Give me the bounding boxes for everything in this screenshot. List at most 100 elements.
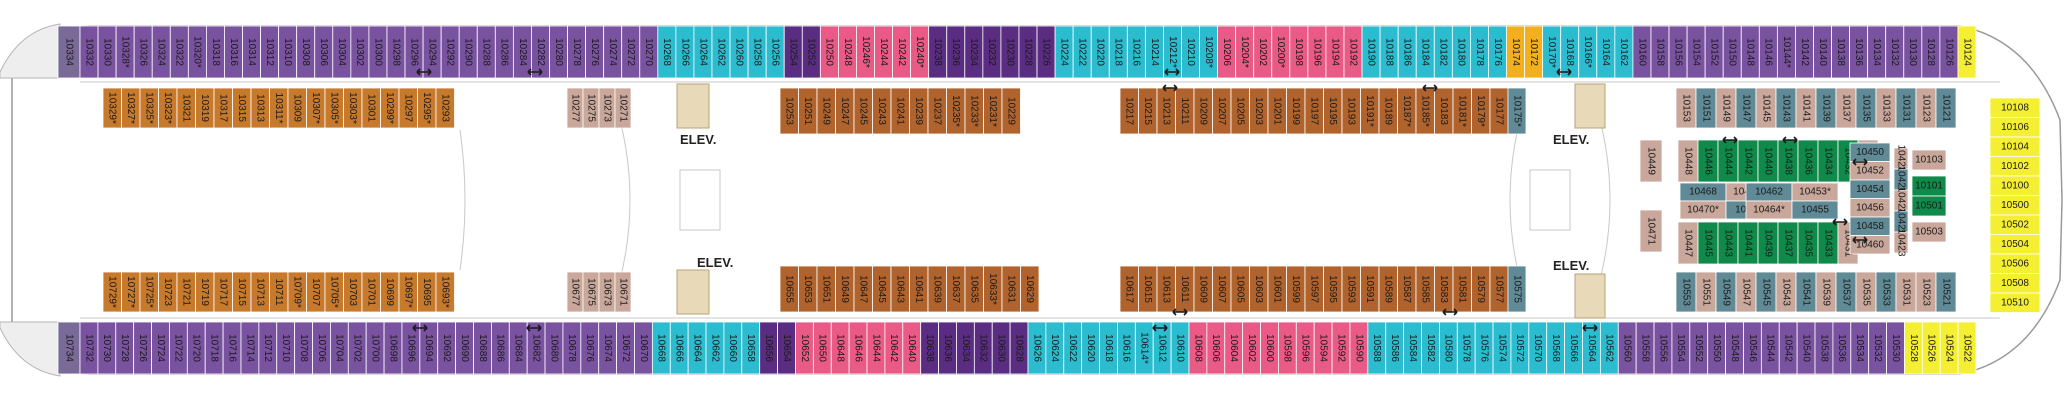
boardwalk-cabin-10697[interactable]: 10697* (398, 271, 418, 313)
cabin-10570[interactable]: 10570 (1528, 321, 1548, 375)
park-cabin-10603[interactable]: 10603 (1249, 265, 1269, 313)
cabin-10560[interactable]: 10560 (1617, 321, 1637, 375)
cabin-10501[interactable]: 10501 (1911, 195, 1947, 217)
cabin-10652[interactable]: 10652 (795, 321, 814, 375)
park-cabin-10195[interactable]: 10195 (1323, 87, 1343, 135)
cabin-10312[interactable]: 10312 (260, 25, 280, 79)
cabin-10602[interactable]: 10602 (1242, 321, 1261, 375)
cabin-10434[interactable]: 10434 (1817, 139, 1839, 183)
boardwalk-cabin-10303[interactable]: 10303* (343, 87, 363, 129)
cabin-10194[interactable]: 10194 (1325, 25, 1345, 79)
cabin-10470[interactable]: 10470* (1679, 200, 1727, 220)
cabin-10553[interactable]: 10553 (1675, 271, 1697, 313)
cabin-10531[interactable]: 10531 (1895, 271, 1917, 313)
cabin-10730[interactable]: 10730 (97, 321, 117, 375)
park-cabin-10645[interactable]: 10645 (872, 265, 892, 313)
cabin-10545[interactable]: 10545 (1755, 271, 1777, 313)
cabin-10126[interactable]: 10126 (1939, 25, 1959, 79)
cabin-10674[interactable]: 10674 (598, 321, 618, 375)
cabin-10634[interactable]: 10634 (956, 321, 975, 375)
park-cabin-10177[interactable]: 10177 (1489, 87, 1509, 135)
cabin-10139[interactable]: 10139 (1815, 87, 1837, 129)
cabin-10578[interactable]: 10578 (1456, 321, 1476, 375)
cabin-10250[interactable]: 10250 (819, 25, 839, 79)
cabin-10220[interactable]: 10220 (1090, 25, 1110, 79)
cabin-10224[interactable]: 10224 (1054, 25, 1074, 79)
park-cabin-10241[interactable]: 10241 (890, 87, 910, 135)
park-cabin-10581[interactable]: 10581 (1452, 265, 1472, 313)
boardwalk-cabin-10715[interactable]: 10715 (232, 271, 252, 313)
cabin-10184[interactable]: 10184 (1415, 25, 1435, 79)
cabin-10141[interactable]: 10141 (1795, 87, 1817, 129)
cabin-10318[interactable]: 10318 (205, 25, 225, 79)
park-cabin-10613[interactable]: 10613 (1156, 265, 1176, 313)
cabin-10123[interactable]: 10123 (1915, 87, 1937, 129)
cabin-10186[interactable]: 10186 (1397, 25, 1417, 79)
cabin-10530[interactable]: 10530 (1886, 321, 1905, 375)
cabin-10636[interactable]: 10636 (938, 321, 957, 375)
inside-cabin-10273[interactable]: 10273 (598, 87, 616, 129)
park-cabin-10591[interactable]: 10591 (1360, 265, 1380, 313)
cabin-10537[interactable]: 10537 (1835, 271, 1857, 313)
cabin-10236[interactable]: 10236 (946, 25, 966, 79)
cabin-10590[interactable]: 10590 (1349, 321, 1369, 375)
park-cabin-10199[interactable]: 10199 (1286, 87, 1306, 135)
park-cabin-10229[interactable]: 10229 (1001, 87, 1021, 135)
cabin-10131[interactable]: 10131 (1895, 87, 1917, 129)
cabin-10708[interactable]: 10708 (294, 321, 313, 375)
cabin-10308[interactable]: 10308 (296, 25, 316, 79)
cabin-10464[interactable]: 10464* (1745, 200, 1793, 220)
cabin-10532[interactable]: 10532 (1868, 321, 1887, 375)
cabin-10254[interactable]: 10254 (783, 25, 803, 79)
cabin-10180[interactable]: 10180 (1451, 25, 1471, 79)
cabin-10162[interactable]: 10162 (1614, 25, 1634, 79)
boardwalk-cabin-10317[interactable]: 10317 (213, 87, 233, 129)
park-cabin-10595[interactable]: 10595 (1323, 265, 1343, 313)
cabin-10618[interactable]: 10618 (1099, 321, 1118, 375)
boardwalk-cabin-10695[interactable]: 10695 (417, 271, 437, 313)
inside-cabin-10673[interactable]: 10673 (598, 271, 616, 313)
cabin-10135[interactable]: 10135 (1855, 87, 1877, 129)
cabin-10149[interactable]: 10149 (1715, 87, 1737, 129)
park-cabin-10213[interactable]: 10213 (1156, 87, 1176, 135)
cabin-10168[interactable]: 10168 (1560, 25, 1580, 79)
cabin-10536[interactable]: 10536 (1832, 321, 1852, 375)
boardwalk-cabin-10315[interactable]: 10315 (232, 87, 252, 129)
park-cabin-10237[interactable]: 10237 (927, 87, 947, 135)
cabin-10714[interactable]: 10714 (240, 321, 260, 375)
park-cabin-10187[interactable]: 10187* (1397, 87, 1417, 135)
cabin-10198[interactable]: 10198 (1289, 25, 1309, 79)
cabin-10554[interactable]: 10554 (1671, 321, 1691, 375)
cabin-10175[interactable]: 10175* (1507, 87, 1527, 135)
cabin-10435[interactable]: 10435 (1797, 221, 1819, 265)
park-cabin-10633[interactable]: 10633* (983, 265, 1003, 313)
cabin-10632[interactable]: 10632 (973, 321, 993, 375)
cabin-10542[interactable]: 10542 (1778, 321, 1798, 375)
cabin-10646[interactable]: 10646 (848, 321, 868, 375)
cabin-10550[interactable]: 10550 (1707, 321, 1726, 375)
cabin-10433[interactable]: 10433 (1817, 221, 1839, 265)
cabin-10640[interactable]: 10640 (902, 321, 922, 375)
cabin-10724[interactable]: 10724 (151, 321, 170, 375)
cabin-10436[interactable]: 10436 (1797, 139, 1819, 183)
park-cabin-10629[interactable]: 10629 (1020, 265, 1040, 313)
boardwalk-cabin-10721[interactable]: 10721 (176, 271, 196, 313)
cabin-10694[interactable]: 10694 (419, 321, 439, 375)
cabin-10328[interactable]: 10328* (115, 25, 135, 79)
park-cabin-10593[interactable]: 10593 (1341, 265, 1361, 313)
boardwalk-cabin-10295[interactable]: 10295* (417, 87, 437, 129)
cabin-10680[interactable]: 10680 (544, 321, 564, 375)
cabin-10130[interactable]: 10130 (1903, 25, 1923, 79)
cabin-10592[interactable]: 10592 (1331, 321, 1351, 375)
cabin-10248[interactable]: 10248 (838, 25, 857, 79)
cabin-10456[interactable]: 10456 (1849, 198, 1891, 218)
cabin-10244[interactable]: 10244 (874, 25, 893, 79)
cabin-10316[interactable]: 10316 (224, 25, 243, 79)
park-cabin-10243[interactable]: 10243 (872, 87, 892, 135)
inside-cabin-10275[interactable]: 10275 (582, 87, 600, 129)
park-cabin-10189[interactable]: 10189 (1378, 87, 1398, 135)
boardwalk-cabin-10327[interactable]: 10327* (121, 87, 141, 129)
cabin-10670[interactable]: 10670 (634, 321, 653, 375)
cabin-10528[interactable]: 10528 (1904, 321, 1923, 375)
cabin-10688[interactable]: 10688 (473, 321, 492, 375)
